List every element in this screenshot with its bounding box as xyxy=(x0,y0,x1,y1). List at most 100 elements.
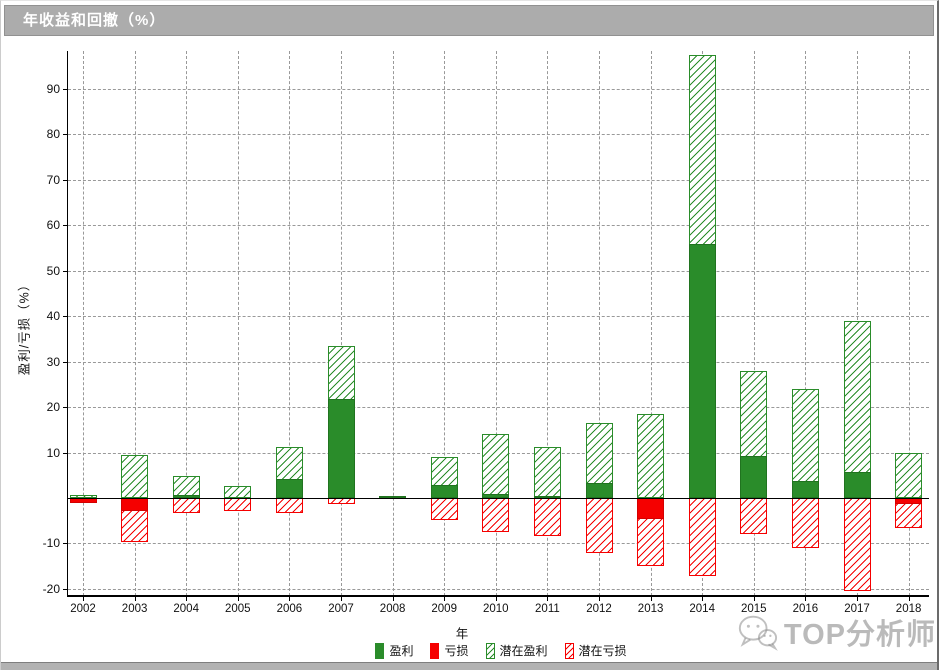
bar-potential-profit-2016 xyxy=(791,388,819,498)
bar-potential-loss-2010 xyxy=(482,498,510,532)
v-gridline xyxy=(753,51,755,596)
legend-label: 潜在亏损 xyxy=(578,644,627,658)
v-gridline xyxy=(341,51,342,596)
x-tick-label-2009: 2009 xyxy=(431,603,457,615)
bar-potential-loss-2017 xyxy=(843,498,871,592)
x-tick-mark xyxy=(289,596,291,601)
v-gridline xyxy=(237,51,239,596)
bar-loss-2013 xyxy=(637,498,665,520)
legend-label: 亏损 xyxy=(444,644,469,658)
bar-profit-2016 xyxy=(791,480,819,498)
x-tick-label-2005: 2005 xyxy=(225,603,251,615)
zero-baseline xyxy=(68,498,929,499)
h-gridline xyxy=(68,88,929,90)
x-tick-label-2011: 2011 xyxy=(535,603,560,615)
bar-profit-2015 xyxy=(740,455,768,498)
v-gridline xyxy=(547,51,549,596)
x-tick-mark xyxy=(702,596,704,601)
legend-swatch-hatched-green xyxy=(485,642,495,659)
x-tick-label-2013: 2013 xyxy=(637,603,664,615)
bar-potential-profit-2002 xyxy=(69,494,97,498)
x-tick-label-2018: 2018 xyxy=(895,603,922,615)
x-tick-mark xyxy=(908,596,910,601)
bar-potential-loss-2014 xyxy=(688,498,716,577)
y-tick-mark xyxy=(63,588,68,590)
bar-loss-2003 xyxy=(121,498,149,512)
y-tick-label: 70 xyxy=(46,172,60,187)
v-gridline xyxy=(495,51,497,596)
x-axis-title: 年 xyxy=(455,627,469,641)
y-tick-mark xyxy=(63,225,68,227)
x-tick-label-2006: 2006 xyxy=(276,603,303,615)
y-tick-mark xyxy=(63,316,68,318)
x-tick-mark xyxy=(650,596,652,601)
x-tick-mark xyxy=(444,596,446,601)
x-axis-line xyxy=(67,595,929,597)
bar-potential-loss-2005 xyxy=(224,498,252,511)
x-tick-mark xyxy=(341,596,342,601)
x-tick-label-2007: 2007 xyxy=(328,603,354,615)
chart-title: 年收益和回撤（%） xyxy=(23,12,166,29)
legend-item: 潜在亏损 xyxy=(564,642,627,659)
x-tick-mark xyxy=(237,596,239,601)
bar-potential-profit-2003 xyxy=(121,454,149,498)
h-gridline xyxy=(68,407,929,409)
x-tick-mark xyxy=(599,596,600,601)
x-tick-label-2002: 2002 xyxy=(70,603,96,615)
x-tick-label-2012: 2012 xyxy=(586,603,612,615)
legend: 盈利 亏损 潜在盈利 潜在亏损 xyxy=(301,642,701,659)
v-gridline xyxy=(599,51,600,596)
v-gridline xyxy=(392,51,394,596)
x-tick-label-2016: 2016 xyxy=(792,603,819,615)
v-gridline xyxy=(805,51,807,596)
bar-potential-loss-2011 xyxy=(533,498,561,536)
x-tick-mark xyxy=(134,596,136,601)
v-gridline xyxy=(134,51,136,596)
y-tick-mark xyxy=(63,361,68,363)
y-tick-mark xyxy=(63,452,68,454)
bar-profit-2010 xyxy=(482,493,510,498)
h-gridline xyxy=(68,543,929,545)
legend-label: 潜在盈利 xyxy=(499,644,548,658)
y-tick-mark xyxy=(63,407,68,409)
v-gridline xyxy=(650,51,652,596)
legend-label: 盈利 xyxy=(389,644,414,658)
y-axis-title: 盈利/亏损（%） xyxy=(17,277,32,376)
v-gridline xyxy=(908,51,910,596)
v-gridline xyxy=(186,51,188,596)
x-tick-mark xyxy=(857,596,858,601)
bar-profit-2008 xyxy=(379,496,407,499)
v-gridline xyxy=(289,51,291,596)
legend-swatch-solid-red xyxy=(430,642,440,659)
h-gridline xyxy=(68,588,929,590)
h-gridline xyxy=(68,134,929,136)
bar-profit-2009 xyxy=(430,484,458,498)
legend-item: 盈利 xyxy=(375,642,413,659)
legend-swatch-hatched-red xyxy=(564,642,574,659)
y-tick-mark xyxy=(63,88,68,90)
x-tick-mark xyxy=(547,596,549,601)
bar-potential-profit-2005 xyxy=(224,485,252,498)
y-tick-label: -10 xyxy=(42,536,60,551)
bar-profit-2014 xyxy=(688,243,716,498)
y-tick-label: 10 xyxy=(46,445,60,460)
x-tick-mark xyxy=(753,596,755,601)
h-gridline xyxy=(68,270,929,272)
h-gridline xyxy=(68,316,929,318)
y-tick-mark xyxy=(63,134,68,136)
bar-potential-loss-2009 xyxy=(430,498,458,521)
x-tick-mark xyxy=(392,596,394,601)
x-tick-mark xyxy=(495,596,497,601)
y-tick-label: 20 xyxy=(46,400,60,415)
y-axis-line xyxy=(67,51,68,596)
bar-potential-profit-2018 xyxy=(895,452,923,498)
bar-profit-2004 xyxy=(172,495,200,498)
h-gridline xyxy=(68,361,929,363)
bar-potential-loss-2012 xyxy=(585,498,613,554)
y-tick-label: 30 xyxy=(46,354,60,369)
bar-potential-loss-2015 xyxy=(740,498,768,534)
bar-profit-2017 xyxy=(843,471,871,498)
y-tick-mark xyxy=(63,270,68,272)
bar-potential-loss-2006 xyxy=(275,498,303,513)
h-gridline xyxy=(68,179,929,181)
